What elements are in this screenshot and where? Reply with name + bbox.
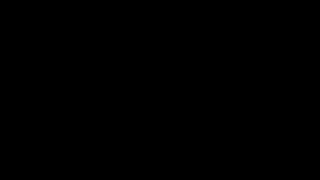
Text: (C to F = Perfect 4th): (C to F = Perfect 4th): [154, 88, 235, 97]
Text: Sol = G: Sol = G: [107, 104, 148, 114]
Text: La = A: La = A: [111, 121, 148, 131]
Text: Ti = B: Ti = B: [114, 138, 148, 148]
Text: Do = C: Do = C: [110, 155, 148, 165]
Text: Mi = E: Mi = E: [112, 70, 148, 80]
Text: (C to C = Octave): (C to C = Octave): [154, 156, 221, 165]
Text: Major Scale in C: Major Scale in C: [94, 14, 226, 29]
Text: Re = D: Re = D: [110, 53, 148, 63]
Text: Fa = F: Fa = F: [113, 87, 148, 97]
Text: (C to G = Perfect 5th): (C to G = Perfect 5th): [154, 105, 236, 114]
Text: (C to A = Major 6th): (C to A = Major 6th): [154, 122, 231, 131]
Text: (C to E = Major 3rd): (C to E = Major 3rd): [154, 71, 230, 80]
Text: Do = C: Do = C: [110, 37, 148, 46]
Text: (C to C = Unison): (C to C = Unison): [154, 37, 220, 46]
Text: (C to D = Major 2nd): (C to D = Major 2nd): [154, 54, 233, 63]
Text: (C to B = Major 7th): (C to B = Major 7th): [154, 139, 230, 148]
